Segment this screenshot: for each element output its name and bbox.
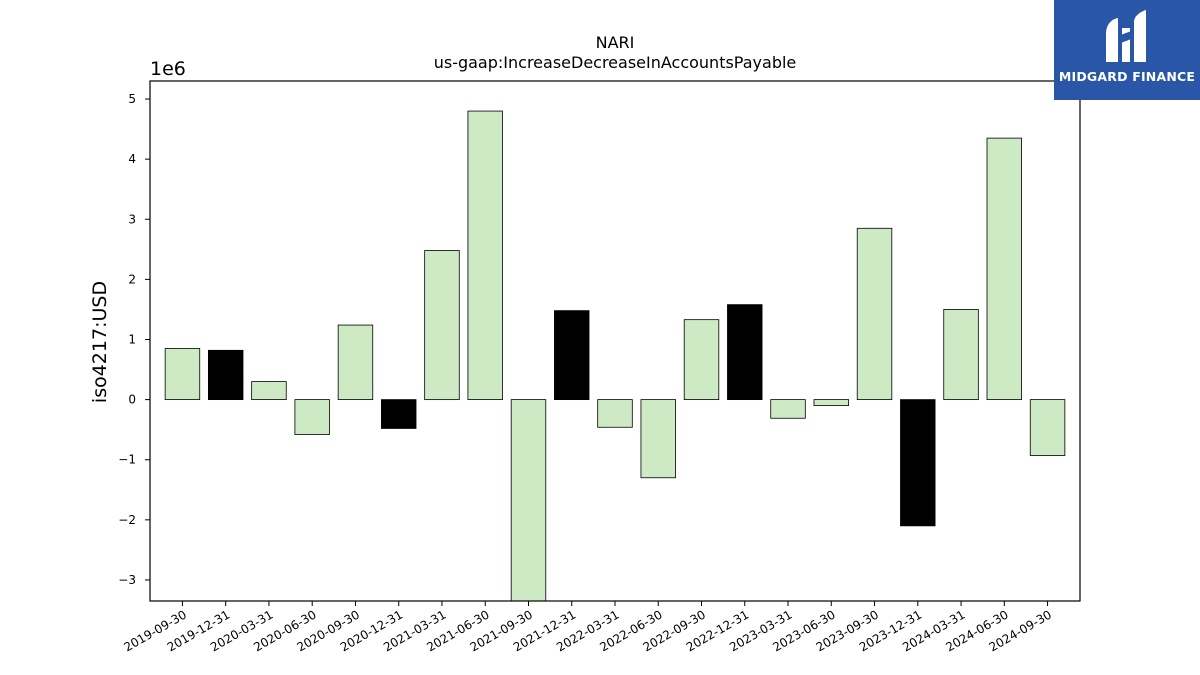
bar-2023-12-31: [900, 399, 936, 527]
y-tick-label: −1: [118, 453, 136, 467]
bar-2023-06-30: [813, 399, 849, 407]
bars-group: [164, 110, 1066, 602]
bar-2024-09-30: [1029, 399, 1066, 456]
midgard-mark-icon: [1106, 10, 1146, 62]
chart-title: NARI: [596, 33, 635, 52]
bar-2024-06-30: [986, 137, 1022, 401]
y-scale-label: 1e6: [150, 58, 186, 80]
bar-2021-12-31: [554, 310, 590, 401]
chart-subtitle: us-gaap:IncreaseDecreaseInAccountsPayabl…: [434, 53, 797, 72]
y-tick-label: −2: [118, 513, 136, 527]
y-tick-label: 0: [128, 393, 136, 407]
bar-2022-12-31: [727, 304, 763, 401]
y-tick-label: 5: [128, 92, 136, 106]
y-tick-label: 4: [128, 152, 136, 166]
bar-2023-03-31: [770, 399, 806, 419]
bar-2021-03-31: [424, 250, 460, 401]
bar-2019-12-31: [207, 349, 244, 401]
bar-2020-12-31: [381, 399, 417, 429]
x-ticks-group: 2019-09-302019-12-312020-03-312020-06-30…: [122, 601, 1054, 654]
y-tick-label: 2: [128, 272, 136, 286]
y-ticks-group: −3 −2 −1 0 1 2 3 4 5: [118, 92, 150, 587]
bar-2021-06-30: [467, 110, 503, 401]
brand-name: MIDGARD FINANCE: [1058, 69, 1196, 84]
plot-frame: [149, 80, 1081, 602]
bar-2022-06-30: [640, 399, 676, 479]
bar-2020-09-30: [337, 324, 374, 401]
bar-2022-03-31: [597, 399, 633, 428]
bar-2023-09-30: [856, 227, 893, 401]
bar-2021-09-30: [510, 399, 547, 602]
bar-2019-09-30: [164, 348, 201, 401]
bar-2020-06-30: [294, 399, 330, 435]
bar-2022-09-30: [683, 319, 720, 401]
y-tick-label: 3: [128, 212, 136, 226]
bar-2024-03-31: [943, 309, 979, 401]
midgard-finance-logo: MIDGARD FINANCE: [1054, 0, 1200, 100]
bar-2020-03-31: [251, 381, 287, 401]
y-tick-label: 1: [128, 332, 136, 346]
y-axis-label: iso4217:USD: [89, 281, 111, 403]
y-tick-label: −3: [118, 573, 136, 587]
